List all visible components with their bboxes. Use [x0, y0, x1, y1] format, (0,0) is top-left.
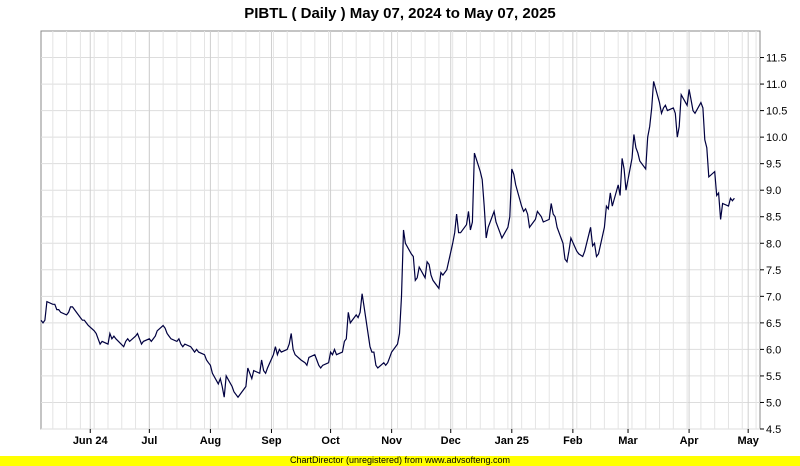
footer-credit[interactable]: ChartDirector (unregistered) from www.ad… [289, 455, 511, 465]
x-tick-label: Jan 25 [495, 435, 529, 447]
y-tick-label: 5.0 [766, 397, 781, 409]
x-axis: Jun 24 Jul Aug Sep Oct Nov Dec Jan 25 Feb Mar Apr M… [73, 429, 760, 447]
y-tick-label: 6.5 [766, 318, 781, 330]
y-tick-label: 5.5 [766, 371, 781, 383]
y-tick-label: 8.5 [766, 212, 781, 224]
footer-bar [0, 456, 800, 466]
x-tick-label: Sep [261, 435, 281, 447]
chart-title: PIBTL ( Daily ) May 07, 2024 to May 07, … [244, 5, 556, 22]
x-tick-label: Oct [321, 435, 340, 447]
y-tick-label: 7.5 [766, 265, 781, 277]
series-line [40, 81, 735, 399]
x-tick-label: Apr [680, 435, 700, 447]
y-tick-label: 10.5 [766, 106, 787, 118]
y-tick-label: 9.5 [766, 159, 781, 171]
grid-lines [41, 31, 760, 430]
x-tick-label: Jun 24 [73, 435, 109, 447]
y-tick-label: 4.5 [766, 424, 781, 436]
y-axis: 4.5 5.0 5.5 6.0 6.5 7.0 7.5 8.0 8.5 9.0 9.5 10.0 10.… [760, 53, 787, 436]
y-tick-label: 11.0 [766, 79, 787, 91]
y-tick-label: 11.5 [766, 53, 787, 65]
x-tick-label: Mar [618, 435, 638, 447]
plot-area [40, 30, 761, 430]
x-tick-label: May [737, 435, 759, 447]
x-tick-label: Jul [141, 435, 157, 447]
y-tick-label: 7.0 [766, 291, 781, 303]
y-tick-label: 8.0 [766, 238, 781, 250]
y-tick-label: 6.0 [766, 344, 781, 356]
y-tick-label: 10.0 [766, 132, 787, 144]
x-tick-label: Nov [381, 435, 403, 447]
x-tick-label: Dec [441, 435, 461, 447]
x-tick-label: Aug [200, 435, 221, 447]
x-tick-label: Feb [563, 435, 583, 447]
y-tick-label: 9.0 [766, 185, 781, 197]
